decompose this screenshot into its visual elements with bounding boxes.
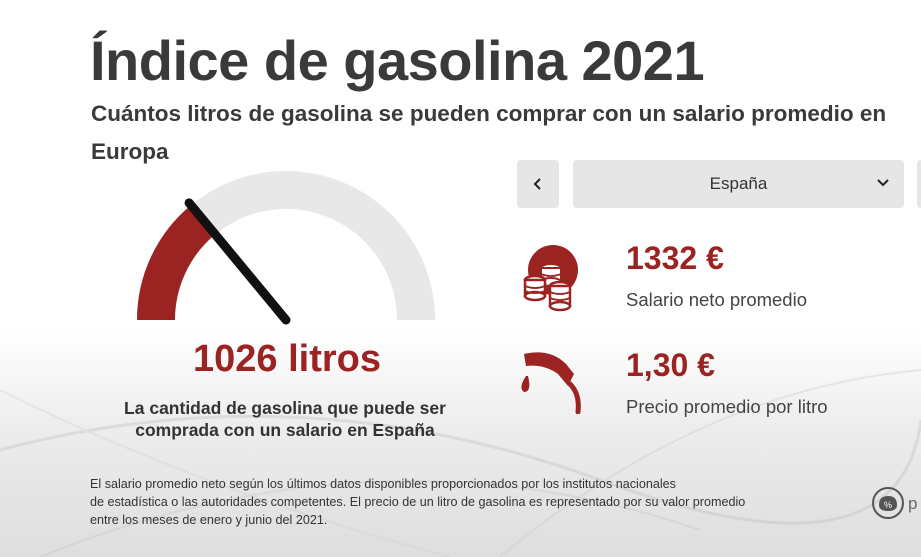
liters-gauge xyxy=(136,171,435,325)
next-country-button[interactable] xyxy=(917,160,921,208)
coins-icon xyxy=(523,245,578,312)
footnote-line: El salario promedio neto según los últim… xyxy=(90,477,676,491)
page-title: Índice de gasolina 2021 xyxy=(90,29,705,92)
footnote-line: entre los meses de enero y junio del 202… xyxy=(90,513,328,527)
salary-label: Salario neto promedio xyxy=(626,289,807,310)
gauge-fill xyxy=(136,205,216,321)
salary-value: 1332 € xyxy=(626,240,724,276)
selected-country: España xyxy=(709,174,768,193)
footnote: El salario promedio neto según los últim… xyxy=(90,475,850,529)
price-value: 1,30 € xyxy=(626,347,715,383)
chevron-left-icon xyxy=(533,178,541,190)
piggy-bank-percent-icon: % xyxy=(872,487,904,519)
svg-text:%: % xyxy=(884,500,892,510)
country-dropdown[interactable]: España xyxy=(573,160,904,208)
fuel-nozzle-icon xyxy=(521,352,581,414)
brand-text: p xyxy=(908,494,918,513)
liters-caption: La cantidad de gasolina que puede ser co… xyxy=(124,398,446,440)
gauge-needle xyxy=(184,198,291,325)
footnote-line: de estadística o las autoridades compete… xyxy=(90,495,746,509)
previous-country-button[interactable] xyxy=(517,160,559,208)
liters-value: 1026 litros xyxy=(193,338,381,380)
chevron-down-icon xyxy=(877,179,889,187)
page-subtitle: Cuántos litros de gasolina se pueden com… xyxy=(91,101,887,164)
price-label: Precio promedio por litro xyxy=(626,396,828,417)
background-gradient xyxy=(0,330,921,557)
